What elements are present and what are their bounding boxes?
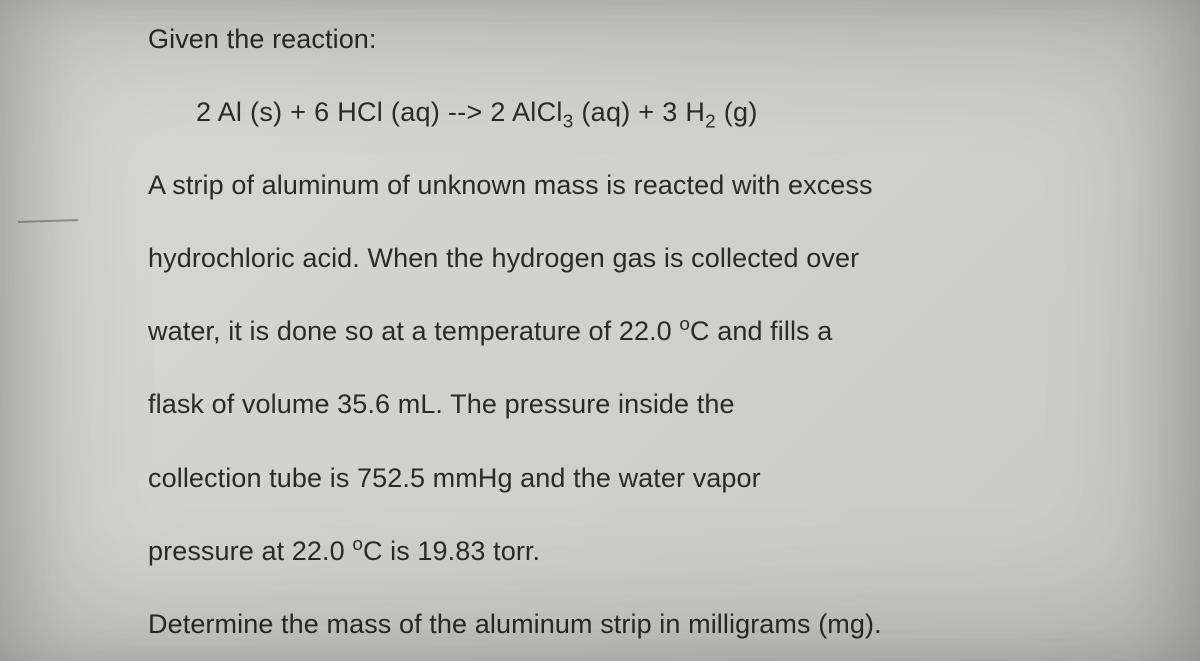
question-line: Determine the mass of the aluminum strip… (148, 607, 1108, 642)
body-line-4: flask of volume 35.6 mL. The pressure in… (148, 387, 1108, 422)
margin-mark (18, 219, 78, 223)
problem-text: Given the reaction: 2 Al (s) + 6 HCl (aq… (148, 22, 1108, 661)
body-line-5: collection tube is 752.5 mmHg and the wa… (148, 461, 1108, 496)
page: Given the reaction: 2 Al (s) + 6 HCl (aq… (0, 0, 1200, 661)
body-line-3: water, it is done so at a temperature of… (148, 314, 1108, 349)
body-line-6: pressure at 22.0 oC is 19.83 torr. (148, 534, 1108, 569)
reaction-equation: 2 Al (s) + 6 HCl (aq) --> 2 AlCl3 (aq) +… (148, 95, 1108, 130)
body-line-2: hydrochloric acid. When the hydrogen gas… (148, 241, 1108, 276)
intro-line: Given the reaction: (148, 22, 1108, 57)
body-line-1: A strip of aluminum of unknown mass is r… (148, 168, 1108, 203)
